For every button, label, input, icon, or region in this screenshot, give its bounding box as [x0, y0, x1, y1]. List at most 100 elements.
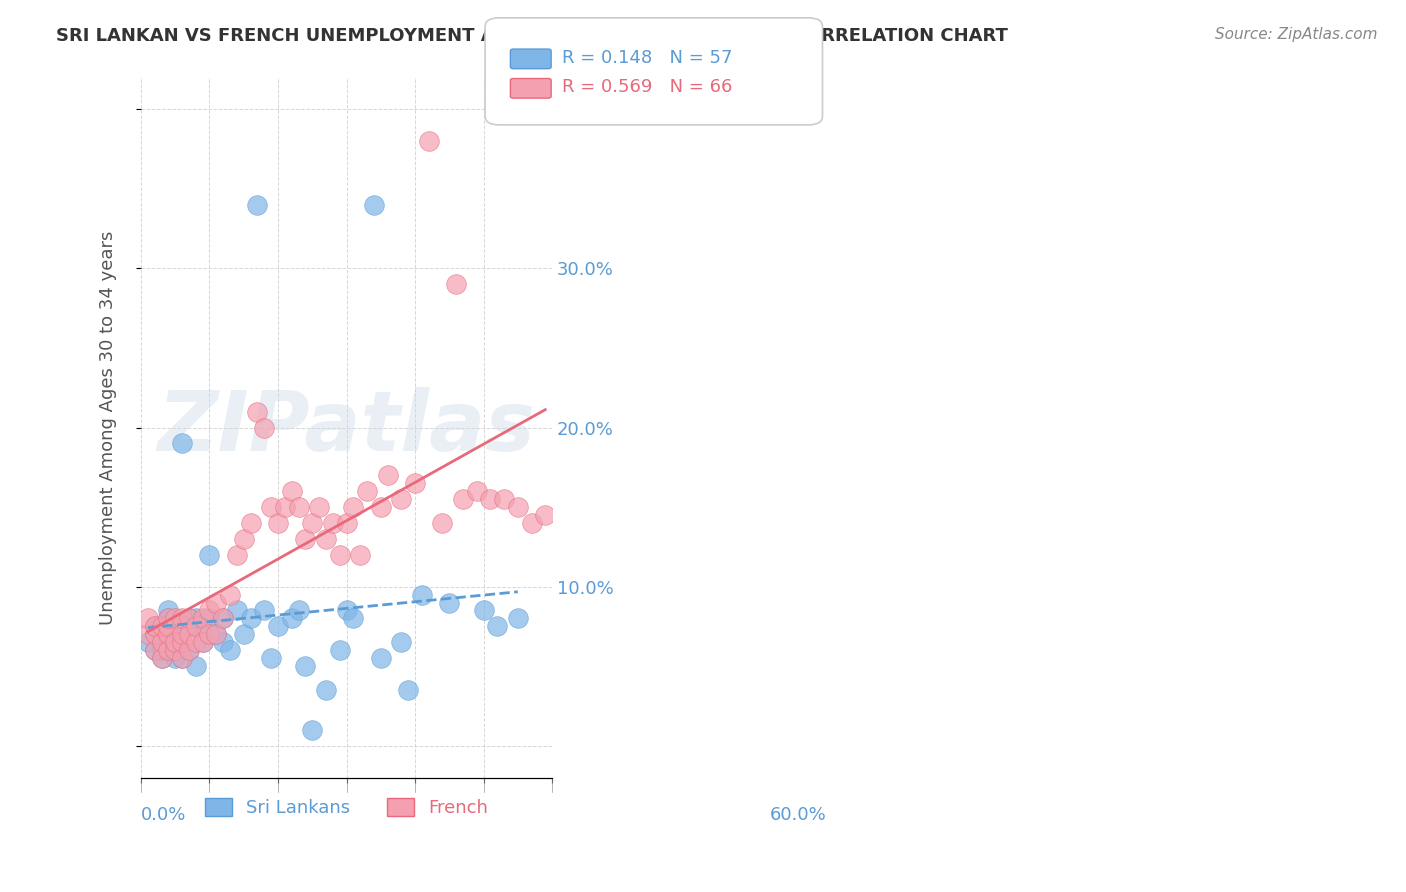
Point	[172, 651, 194, 665]
Point	[212, 611, 235, 625]
Point	[439, 595, 461, 609]
Point	[246, 198, 269, 212]
Point	[219, 588, 242, 602]
Point	[370, 500, 392, 514]
Point	[342, 500, 364, 514]
Point	[315, 532, 337, 546]
Y-axis label: Unemployment Among Ages 30 to 34 years: Unemployment Among Ages 30 to 34 years	[100, 230, 117, 624]
Point	[177, 619, 200, 633]
Point	[150, 643, 173, 657]
Point	[494, 492, 516, 507]
Point	[342, 611, 364, 625]
Point	[143, 627, 166, 641]
Point	[253, 603, 276, 617]
Point	[534, 508, 557, 522]
Point	[356, 484, 378, 499]
Point	[520, 516, 543, 530]
Point	[157, 611, 180, 625]
Point	[349, 548, 371, 562]
Point	[165, 651, 187, 665]
Point	[177, 643, 200, 657]
Point	[184, 619, 207, 633]
Point	[432, 516, 454, 530]
Point	[239, 611, 262, 625]
Point	[184, 635, 207, 649]
Point	[165, 635, 187, 649]
Point	[143, 619, 166, 633]
Point	[389, 635, 412, 649]
Point	[172, 627, 194, 641]
Point	[287, 500, 309, 514]
Point	[472, 603, 495, 617]
Point	[150, 651, 173, 665]
Point	[212, 611, 235, 625]
Point	[157, 611, 180, 625]
Point	[363, 198, 385, 212]
Point	[143, 627, 166, 641]
Point	[205, 595, 228, 609]
Point	[506, 500, 529, 514]
Text: 60.0%: 60.0%	[769, 805, 827, 823]
Point	[143, 619, 166, 633]
Point	[198, 548, 221, 562]
Point	[177, 611, 200, 625]
Point	[404, 476, 426, 491]
Point	[506, 611, 529, 625]
Point	[198, 611, 221, 625]
Point	[165, 643, 187, 657]
Point	[150, 635, 173, 649]
Point	[267, 619, 290, 633]
Point	[335, 603, 357, 617]
Text: R = 0.148   N = 57: R = 0.148 N = 57	[562, 49, 733, 67]
Point	[267, 516, 290, 530]
Point	[444, 277, 467, 292]
Point	[335, 516, 357, 530]
Point	[172, 436, 194, 450]
Point	[136, 635, 159, 649]
Point	[177, 627, 200, 641]
Point	[150, 651, 173, 665]
Point	[322, 516, 344, 530]
Point	[260, 500, 283, 514]
Point	[479, 492, 502, 507]
Point	[157, 603, 180, 617]
Point	[157, 627, 180, 641]
Point	[205, 627, 228, 641]
Point	[136, 627, 159, 641]
Point	[165, 627, 187, 641]
Point	[198, 627, 221, 641]
Point	[165, 611, 187, 625]
Legend: Sri Lankans, French: Sri Lankans, French	[198, 790, 495, 824]
Point	[315, 683, 337, 698]
Point	[191, 635, 214, 649]
Text: ZIPatlas: ZIPatlas	[157, 387, 536, 468]
Point	[287, 603, 309, 617]
Point	[172, 611, 194, 625]
Point	[191, 611, 214, 625]
Point	[280, 484, 302, 499]
Point	[191, 635, 214, 649]
Point	[301, 723, 323, 737]
Text: R = 0.569   N = 66: R = 0.569 N = 66	[562, 78, 733, 96]
Point	[329, 643, 352, 657]
Point	[172, 635, 194, 649]
Point	[411, 588, 433, 602]
Point	[198, 603, 221, 617]
Point	[157, 643, 180, 657]
Point	[205, 627, 228, 641]
Point	[157, 627, 180, 641]
Point	[212, 635, 235, 649]
Point	[172, 635, 194, 649]
Point	[377, 468, 399, 483]
Point	[191, 627, 214, 641]
Point	[177, 643, 200, 657]
Point	[294, 532, 316, 546]
Point	[150, 627, 173, 641]
Point	[246, 404, 269, 418]
Point	[294, 659, 316, 673]
Point	[219, 643, 242, 657]
Point	[225, 603, 247, 617]
Text: Source: ZipAtlas.com: Source: ZipAtlas.com	[1215, 27, 1378, 42]
Point	[136, 611, 159, 625]
Point	[184, 611, 207, 625]
